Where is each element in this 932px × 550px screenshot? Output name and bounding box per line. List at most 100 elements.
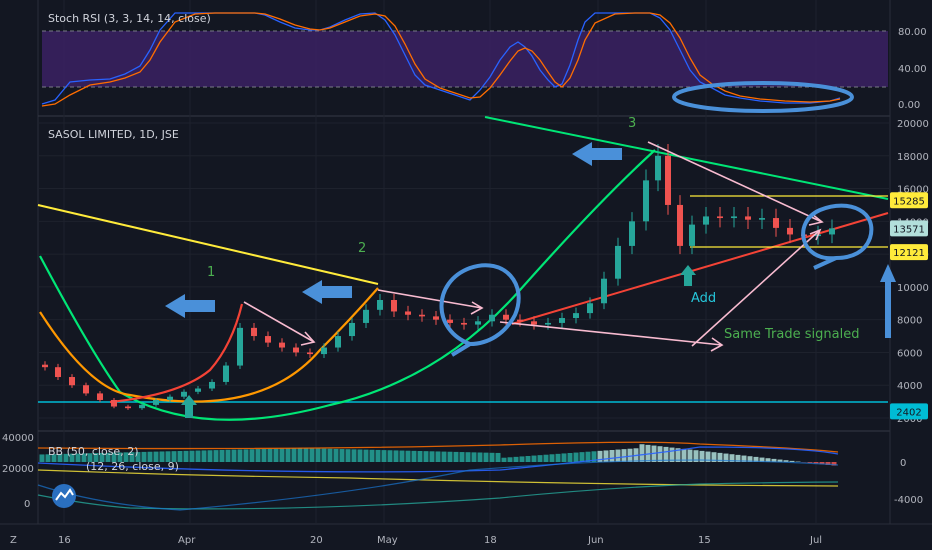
histogram-bar <box>459 452 465 462</box>
histogram-bar <box>813 462 819 464</box>
candle-body <box>391 300 397 312</box>
tv-logo[interactable] <box>52 484 76 508</box>
histogram-bar <box>195 450 201 462</box>
histogram-bar <box>291 448 297 462</box>
left-toolbar <box>0 0 38 550</box>
histogram-bar <box>99 452 105 462</box>
histogram-bar <box>75 453 81 462</box>
candle-body <box>321 347 327 355</box>
histogram-bar <box>453 451 459 462</box>
histogram-bar <box>387 450 393 462</box>
candle-body <box>363 309 369 323</box>
candle-body <box>139 404 145 409</box>
price-tag-bg-2 <box>890 244 928 261</box>
histogram-bar <box>663 446 669 462</box>
histogram-bar <box>597 450 603 462</box>
histogram-bar <box>405 450 411 462</box>
candle-body <box>293 347 299 353</box>
histogram-bar <box>753 456 759 462</box>
price-tag-bg-0 <box>890 192 928 209</box>
histogram-bar <box>483 452 489 462</box>
green-parabola <box>39 149 656 421</box>
stoch-tick-0: 0.00 <box>898 100 920 111</box>
time-tick-4: 18 <box>484 535 497 546</box>
candle-body <box>335 336 341 348</box>
candle-body <box>209 381 215 389</box>
time-tick-0: 16 <box>58 535 71 546</box>
histogram-bar <box>435 451 441 462</box>
histogram-bar <box>117 452 123 462</box>
annotation-3: 3 <box>628 116 636 131</box>
time-tick-6: 15 <box>698 535 711 546</box>
histogram-bar <box>327 448 333 462</box>
histogram-bar <box>579 452 585 462</box>
price-tick-2: 16000 <box>897 185 929 196</box>
macd-pane-title: (12, 26, close, 9) <box>86 460 179 473</box>
bb-upper-band <box>37 441 839 453</box>
histogram-bar <box>765 458 771 462</box>
price-tag-0: 15285 <box>893 196 925 207</box>
histogram-bar <box>339 449 345 462</box>
histogram-bar <box>111 452 117 462</box>
candle-body <box>237 327 243 366</box>
candle-body <box>545 322 551 325</box>
histogram-bar <box>39 454 45 462</box>
histogram-bar <box>171 451 177 462</box>
histogram-bar <box>363 449 369 462</box>
price-tick-6: 8000 <box>897 316 922 327</box>
candle-body <box>615 245 621 279</box>
histogram-bar <box>63 453 69 462</box>
histogram-bar <box>825 462 831 465</box>
histogram-bar <box>381 450 387 462</box>
histogram-bar <box>621 449 627 462</box>
candle-body <box>167 396 173 400</box>
candle-body <box>181 391 187 397</box>
time-tick-1: Apr <box>178 535 196 546</box>
histogram-bar <box>207 450 213 462</box>
histogram-bar <box>237 449 243 462</box>
bb-basis <box>37 469 839 487</box>
candle-body <box>665 155 671 205</box>
histogram-bar <box>57 454 63 462</box>
stoch-axis[interactable]: 80.00 40.00 0.00 <box>898 27 927 111</box>
histogram-bar <box>777 459 783 462</box>
histogram-bar <box>555 453 561 462</box>
time-axis[interactable]: Z 16 Apr 20 May 18 Jun 15 Jul <box>10 535 822 546</box>
histogram-bar <box>489 452 495 462</box>
price-tag-bg-3 <box>890 403 928 420</box>
histogram-bar <box>717 452 723 462</box>
histogram-bar <box>201 450 207 462</box>
price-tag-bg-1 <box>890 220 928 237</box>
price-tag-2: 12121 <box>893 248 925 259</box>
histogram-bar <box>699 450 705 462</box>
histogram-bar <box>477 452 483 462</box>
histogram-bar <box>225 449 231 462</box>
histogram-bar <box>501 457 507 462</box>
histogram-bar <box>399 450 405 462</box>
red-parabola <box>109 303 244 404</box>
histogram-bar <box>561 453 567 462</box>
histogram-bar <box>831 462 837 466</box>
price-pane: SASOL LIMITED, 1D, JSE <box>37 116 896 421</box>
histogram-bar <box>183 450 189 462</box>
histogram-bar <box>657 446 663 462</box>
candle-body <box>489 314 495 322</box>
candle-body <box>503 314 509 320</box>
histogram-bar <box>417 451 423 462</box>
histogram-bar <box>345 449 351 462</box>
candle-body <box>111 399 117 407</box>
corner-label: Z <box>10 535 17 546</box>
histogram-bar <box>141 451 147 462</box>
histogram-bar <box>213 450 219 462</box>
annotation-1: 1 <box>207 265 215 280</box>
histogram-bar <box>687 449 693 462</box>
histogram-bar <box>549 454 555 462</box>
histogram-bar <box>159 451 165 462</box>
price-tick-9: 2000 <box>897 414 922 425</box>
bb-axis[interactable]: 0 -4000 <box>894 458 923 506</box>
candle-body <box>97 393 103 400</box>
histogram-bar <box>165 451 171 462</box>
histogram-bar <box>429 451 435 462</box>
bb-left-tick-2: 0 <box>24 499 30 510</box>
